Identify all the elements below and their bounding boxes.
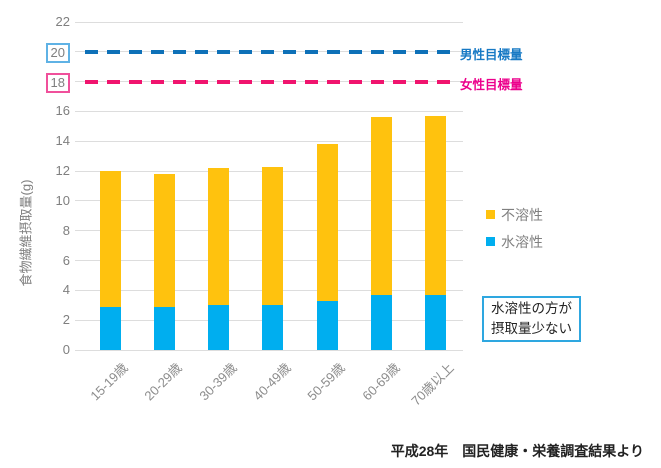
target-label: 女性目標量 <box>460 77 523 92</box>
legend-label-insoluble: 不溶性 <box>501 206 543 223</box>
y-tick-label: 18 <box>18 72 70 93</box>
bar-segment-水溶性 <box>316 300 338 350</box>
legend-label-soluble: 水溶性 <box>501 233 543 250</box>
soluble-swatch-icon <box>486 237 495 246</box>
target-line <box>85 49 452 54</box>
bar-segment-水溶性 <box>371 294 392 350</box>
y-tick-label: 22 <box>55 14 70 29</box>
y-tick-label: 4 <box>62 282 70 298</box>
y-tick-label: 6 <box>62 252 70 268</box>
gridline <box>75 110 463 112</box>
y-tick-boxed-label: 18 <box>45 72 70 93</box>
bar-segment-不溶性 <box>99 171 121 307</box>
bar-segment-不溶性 <box>425 115 447 295</box>
gridline <box>75 140 463 142</box>
bar-segment-水溶性 <box>262 305 284 350</box>
bar-segment-水溶性 <box>425 294 447 350</box>
bar-segment-水溶性 <box>208 305 230 350</box>
y-tick-label: 2 <box>62 312 70 328</box>
annotation-box: 水溶性の方が 摂取量少ない <box>482 296 581 342</box>
bar-segment-不溶性 <box>153 174 175 307</box>
y-tick-label: 16 <box>55 103 70 119</box>
y-tick-label: 0 <box>62 342 70 357</box>
bar-segment-水溶性 <box>153 306 175 350</box>
y-tick-label: 10 <box>55 192 70 208</box>
y-tick-boxed-label: 20 <box>45 42 70 63</box>
insoluble-swatch-icon <box>486 210 495 219</box>
bar-segment-水溶性 <box>99 306 121 350</box>
bar-segment-不溶性 <box>262 166 284 306</box>
y-tick-label: 8 <box>62 222 70 238</box>
y-tick-label: 14 <box>55 133 70 149</box>
source-caption: 平成28年 国民健康・栄養調査結果より <box>390 443 644 459</box>
annotation-line1: 水溶性の方が <box>491 301 572 316</box>
target-line <box>85 79 452 84</box>
gridline <box>75 21 463 23</box>
legend-item-insoluble: 不溶性 <box>486 206 543 223</box>
bar-segment-不溶性 <box>208 168 230 306</box>
bar-segment-不溶性 <box>371 117 392 295</box>
annotation-line2: 摂取量少ない <box>491 321 572 336</box>
y-tick-label: 12 <box>55 163 70 179</box>
legend-item-soluble: 水溶性 <box>486 233 543 250</box>
target-label: 男性目標量 <box>460 47 523 62</box>
legend: 不溶性 水溶性 <box>486 206 543 260</box>
bar-segment-不溶性 <box>316 144 338 301</box>
y-tick-label: 20 <box>18 42 70 63</box>
plot-area <box>75 21 463 351</box>
gridline <box>75 349 463 351</box>
